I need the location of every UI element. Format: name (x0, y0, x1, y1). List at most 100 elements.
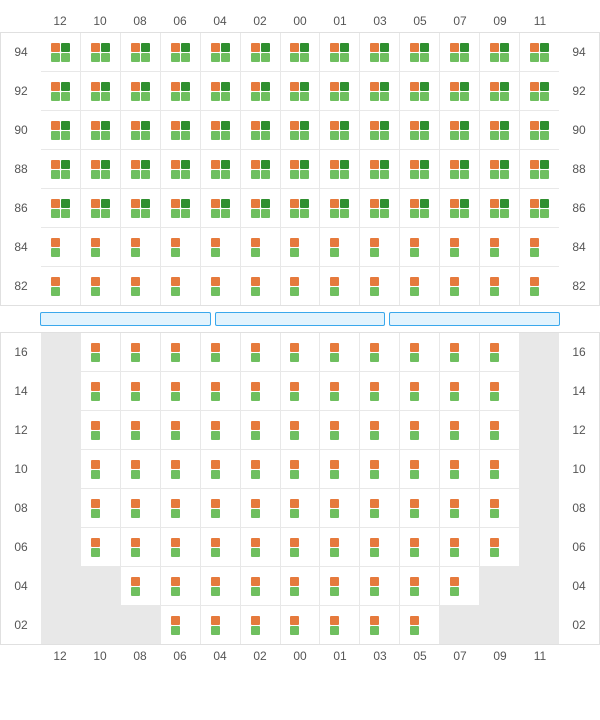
seat-unit[interactable] (91, 160, 110, 179)
seat-cell[interactable] (280, 189, 320, 227)
seat-unit[interactable] (91, 499, 110, 518)
seat-unit[interactable] (131, 43, 150, 62)
seat-cell[interactable] (399, 189, 439, 227)
seat-unit[interactable] (530, 82, 549, 101)
seat-cell[interactable] (240, 333, 280, 371)
seat-cell[interactable] (80, 372, 120, 410)
seat-cell[interactable] (240, 150, 280, 188)
seat-cell[interactable] (479, 267, 519, 305)
seat-unit[interactable] (370, 421, 389, 440)
seat-unit[interactable] (410, 460, 429, 479)
seat-cell[interactable] (160, 528, 200, 566)
seat-cell[interactable] (200, 333, 240, 371)
seat-unit[interactable] (211, 538, 230, 557)
seat-unit[interactable] (450, 160, 469, 179)
seat-unit[interactable] (410, 538, 429, 557)
seat-unit[interactable] (171, 238, 190, 257)
seat-unit[interactable] (171, 121, 190, 140)
seat-cell[interactable] (519, 189, 559, 227)
seat-unit[interactable] (171, 538, 190, 557)
seat-cell[interactable] (359, 450, 399, 488)
seat-cell[interactable] (439, 267, 479, 305)
seat-unit[interactable] (450, 421, 469, 440)
seat-cell[interactable] (479, 411, 519, 449)
seat-cell[interactable] (319, 33, 359, 71)
seat-unit[interactable] (91, 121, 110, 140)
seat-unit[interactable] (51, 277, 70, 296)
seat-cell[interactable] (519, 72, 559, 110)
seat-cell[interactable] (160, 567, 200, 605)
seat-cell[interactable] (80, 111, 120, 149)
seat-unit[interactable] (51, 160, 70, 179)
seat-unit[interactable] (490, 121, 509, 140)
seat-cell[interactable] (80, 528, 120, 566)
seat-unit[interactable] (251, 43, 270, 62)
seat-cell[interactable] (200, 411, 240, 449)
seat-unit[interactable] (450, 238, 469, 257)
seat-cell[interactable] (479, 528, 519, 566)
seat-unit[interactable] (251, 382, 270, 401)
seat-cell[interactable] (319, 528, 359, 566)
seat-unit[interactable] (290, 43, 309, 62)
seat-cell[interactable] (479, 150, 519, 188)
seat-unit[interactable] (131, 577, 150, 596)
seat-unit[interactable] (290, 616, 309, 635)
seat-unit[interactable] (171, 421, 190, 440)
seat-unit[interactable] (51, 199, 70, 218)
seat-cell[interactable] (319, 111, 359, 149)
seat-cell[interactable] (319, 372, 359, 410)
seat-unit[interactable] (211, 121, 230, 140)
seat-cell[interactable] (479, 189, 519, 227)
seat-cell[interactable] (479, 489, 519, 527)
seat-cell[interactable] (120, 333, 160, 371)
seat-cell[interactable] (399, 150, 439, 188)
seat-cell[interactable] (240, 606, 280, 644)
seat-cell[interactable] (160, 228, 200, 266)
seat-unit[interactable] (490, 160, 509, 179)
seat-cell[interactable] (479, 333, 519, 371)
seat-unit[interactable] (530, 160, 549, 179)
seat-unit[interactable] (410, 421, 429, 440)
seat-unit[interactable] (290, 460, 309, 479)
seat-cell[interactable] (399, 450, 439, 488)
seat-cell[interactable] (439, 333, 479, 371)
seat-unit[interactable] (290, 577, 309, 596)
seat-unit[interactable] (171, 616, 190, 635)
seat-cell[interactable] (319, 150, 359, 188)
seat-unit[interactable] (211, 238, 230, 257)
seat-unit[interactable] (171, 43, 190, 62)
seat-unit[interactable] (131, 160, 150, 179)
seat-unit[interactable] (171, 577, 190, 596)
seat-unit[interactable] (131, 199, 150, 218)
seat-unit[interactable] (251, 460, 270, 479)
seat-cell[interactable] (359, 372, 399, 410)
seat-cell[interactable] (399, 606, 439, 644)
seat-cell[interactable] (319, 606, 359, 644)
seat-cell[interactable] (319, 489, 359, 527)
seat-unit[interactable] (530, 43, 549, 62)
seat-unit[interactable] (370, 277, 389, 296)
seat-unit[interactable] (410, 616, 429, 635)
seat-cell[interactable] (120, 411, 160, 449)
seat-cell[interactable] (439, 528, 479, 566)
seat-unit[interactable] (330, 382, 349, 401)
seat-cell[interactable] (160, 72, 200, 110)
seat-unit[interactable] (410, 160, 429, 179)
seat-cell[interactable] (240, 33, 280, 71)
seat-unit[interactable] (290, 277, 309, 296)
seat-cell[interactable] (359, 489, 399, 527)
seat-cell[interactable] (240, 567, 280, 605)
seat-unit[interactable] (171, 343, 190, 362)
seat-unit[interactable] (290, 421, 309, 440)
seat-cell[interactable] (120, 189, 160, 227)
seat-unit[interactable] (330, 616, 349, 635)
seat-cell[interactable] (80, 267, 120, 305)
seat-unit[interactable] (410, 499, 429, 518)
seat-cell[interactable] (80, 228, 120, 266)
seat-cell[interactable] (280, 411, 320, 449)
seat-cell[interactable] (359, 228, 399, 266)
seat-cell[interactable] (120, 111, 160, 149)
seat-cell[interactable] (160, 411, 200, 449)
seat-unit[interactable] (370, 43, 389, 62)
seat-cell[interactable] (280, 489, 320, 527)
